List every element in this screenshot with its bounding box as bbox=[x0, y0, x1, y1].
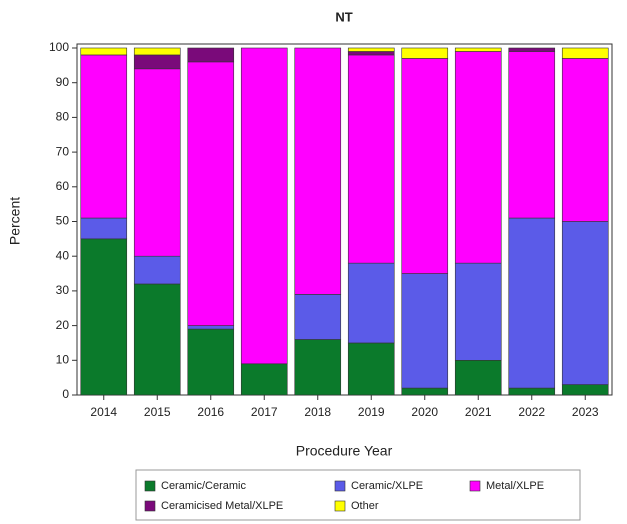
bar-segment bbox=[561, 58, 609, 222]
bar-segment bbox=[240, 363, 288, 396]
bar-segment bbox=[133, 54, 181, 70]
bar-segment bbox=[80, 54, 128, 219]
bar-segment bbox=[347, 51, 395, 56]
bar-segment bbox=[294, 47, 342, 295]
legend-swatch bbox=[334, 480, 346, 492]
bar-segment bbox=[133, 68, 181, 257]
legend-label: Ceramicised Metal/XLPE bbox=[161, 500, 283, 512]
y-tick-label: 60 bbox=[56, 179, 70, 193]
bar-segment bbox=[508, 387, 556, 396]
legend-label: Ceramic/Ceramic bbox=[161, 480, 246, 492]
bar-segment bbox=[187, 328, 235, 396]
y-tick-label: 20 bbox=[56, 318, 70, 332]
bar-segment bbox=[401, 47, 449, 59]
bar-segment bbox=[508, 51, 556, 219]
bar-segment bbox=[347, 47, 395, 52]
x-tick-label: 2022 bbox=[518, 405, 545, 419]
bar-segment bbox=[294, 294, 342, 340]
bar-segment bbox=[561, 221, 609, 385]
bar-segment bbox=[508, 217, 556, 389]
bar-segment bbox=[561, 384, 609, 396]
x-tick-label: 2020 bbox=[411, 405, 438, 419]
bar-segment bbox=[401, 273, 449, 389]
x-tick-label: 2014 bbox=[90, 405, 117, 419]
y-tick-label: 90 bbox=[56, 75, 70, 89]
x-tick-label: 2015 bbox=[144, 405, 171, 419]
y-tick-label: 0 bbox=[62, 387, 69, 401]
bar-segment bbox=[80, 47, 128, 56]
bar-segment bbox=[133, 255, 181, 285]
legend-swatch bbox=[469, 480, 481, 492]
y-tick-label: 40 bbox=[56, 248, 70, 262]
y-tick-label: 30 bbox=[56, 283, 70, 297]
bar-segment bbox=[347, 54, 395, 264]
bar-segment bbox=[294, 339, 342, 396]
y-tick-label: 50 bbox=[56, 214, 70, 228]
bar-segment bbox=[133, 283, 181, 396]
bar-segment bbox=[80, 217, 128, 240]
x-tick-label: 2017 bbox=[251, 405, 278, 419]
x-tick-label: 2021 bbox=[465, 405, 492, 419]
y-tick-label: 80 bbox=[56, 110, 70, 124]
legend-label: Ceramic/XLPE bbox=[351, 480, 423, 492]
bar-segment bbox=[454, 359, 502, 396]
bar-segment bbox=[508, 47, 556, 52]
bar-segment bbox=[454, 262, 502, 361]
x-tick-label: 2023 bbox=[572, 405, 599, 419]
legend-label: Other bbox=[351, 500, 379, 512]
bar-segment bbox=[187, 47, 235, 63]
chart-title: NT bbox=[335, 9, 352, 24]
y-tick-label: 70 bbox=[56, 144, 70, 158]
y-tick-label: 10 bbox=[56, 352, 70, 366]
legend-swatch bbox=[144, 480, 156, 492]
x-tick-label: 2019 bbox=[358, 405, 385, 419]
x-axis-label: Procedure Year bbox=[296, 443, 393, 459]
bar-segment bbox=[401, 387, 449, 396]
bar-segment bbox=[187, 61, 235, 326]
legend-label: Metal/XLPE bbox=[486, 480, 544, 492]
y-tick-label: 100 bbox=[49, 40, 69, 54]
bar-segment bbox=[80, 238, 128, 396]
bar-segment bbox=[347, 342, 395, 396]
bar-segment bbox=[454, 47, 502, 52]
bar-segment bbox=[561, 47, 609, 59]
bar-segment bbox=[347, 262, 395, 344]
x-tick-label: 2018 bbox=[304, 405, 331, 419]
bar-segment bbox=[240, 47, 288, 365]
x-tick-label: 2016 bbox=[197, 405, 224, 419]
bar-segment bbox=[454, 51, 502, 264]
legend-box bbox=[135, 469, 581, 521]
legend-swatch bbox=[334, 500, 346, 512]
bar-segment bbox=[401, 58, 449, 274]
bar-segment bbox=[187, 325, 235, 330]
y-axis-label: Percent bbox=[7, 197, 23, 245]
plot-frame bbox=[76, 43, 613, 396]
legend-swatch bbox=[144, 500, 156, 512]
bar-segment bbox=[133, 47, 181, 56]
